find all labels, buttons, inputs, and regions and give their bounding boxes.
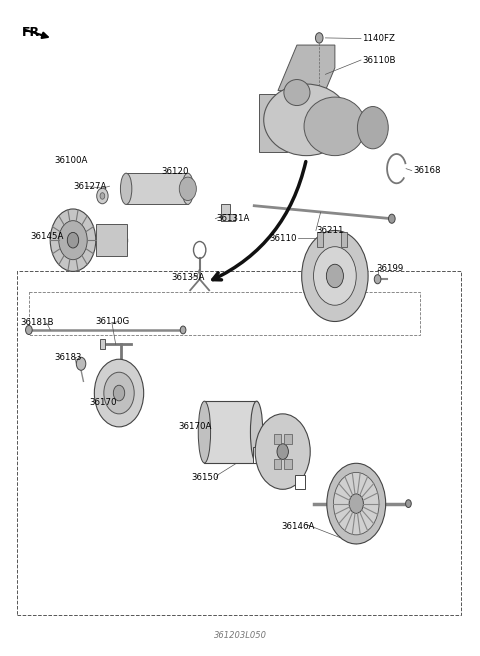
- Circle shape: [100, 193, 105, 199]
- Bar: [341, 232, 347, 247]
- Text: FR.: FR.: [22, 26, 45, 39]
- Circle shape: [326, 264, 343, 288]
- Ellipse shape: [182, 173, 193, 205]
- Bar: [221, 214, 235, 220]
- Circle shape: [95, 359, 144, 427]
- Text: 36211: 36211: [317, 226, 344, 235]
- Circle shape: [76, 358, 86, 370]
- Bar: [96, 224, 127, 256]
- Bar: [274, 459, 281, 469]
- Ellipse shape: [264, 84, 349, 155]
- Bar: [100, 339, 105, 350]
- Circle shape: [180, 326, 186, 334]
- Bar: [284, 434, 292, 444]
- Bar: [221, 205, 229, 220]
- Polygon shape: [278, 45, 335, 91]
- Circle shape: [388, 214, 395, 223]
- Ellipse shape: [198, 401, 211, 463]
- Text: 36120: 36120: [162, 167, 189, 176]
- Ellipse shape: [304, 97, 366, 155]
- Circle shape: [277, 443, 288, 459]
- Text: 36199: 36199: [377, 264, 404, 273]
- Circle shape: [67, 232, 79, 248]
- Ellipse shape: [284, 79, 310, 106]
- Circle shape: [25, 325, 32, 335]
- Text: 36170: 36170: [89, 398, 117, 407]
- Text: 36168: 36168: [413, 166, 441, 175]
- Circle shape: [104, 372, 134, 414]
- Text: 36145A: 36145A: [30, 232, 64, 241]
- Text: 36131A: 36131A: [216, 215, 250, 223]
- Bar: [295, 475, 305, 489]
- Ellipse shape: [251, 401, 263, 463]
- Text: 36110G: 36110G: [96, 317, 130, 326]
- Circle shape: [313, 247, 356, 305]
- Text: 36110: 36110: [269, 234, 297, 243]
- Text: 36127A: 36127A: [73, 182, 107, 191]
- Bar: [284, 459, 292, 469]
- Bar: [259, 94, 288, 152]
- Circle shape: [179, 177, 196, 201]
- Circle shape: [374, 275, 381, 284]
- Bar: [126, 173, 188, 205]
- Text: 36183: 36183: [54, 353, 82, 361]
- Circle shape: [50, 209, 96, 272]
- Text: 36110B: 36110B: [362, 56, 396, 64]
- Circle shape: [59, 220, 87, 260]
- Bar: [274, 434, 281, 444]
- Ellipse shape: [358, 106, 388, 149]
- Circle shape: [334, 472, 379, 535]
- Text: 36100A: 36100A: [54, 155, 87, 165]
- Circle shape: [327, 463, 385, 544]
- Text: 36150: 36150: [192, 473, 219, 482]
- Circle shape: [255, 414, 310, 489]
- Text: 36170A: 36170A: [179, 422, 212, 432]
- Text: 36146A: 36146A: [282, 522, 315, 531]
- Text: 1140FZ: 1140FZ: [362, 34, 396, 43]
- Circle shape: [406, 500, 411, 508]
- Circle shape: [349, 494, 363, 514]
- Bar: [204, 401, 257, 463]
- Circle shape: [301, 230, 368, 321]
- Text: 36135A: 36135A: [171, 273, 204, 282]
- Text: 36181B: 36181B: [21, 318, 54, 327]
- Ellipse shape: [120, 173, 132, 205]
- Bar: [317, 232, 323, 247]
- Bar: [253, 447, 262, 463]
- Text: 361203L050: 361203L050: [214, 630, 266, 640]
- Circle shape: [315, 33, 323, 43]
- Circle shape: [96, 188, 108, 204]
- Circle shape: [113, 385, 125, 401]
